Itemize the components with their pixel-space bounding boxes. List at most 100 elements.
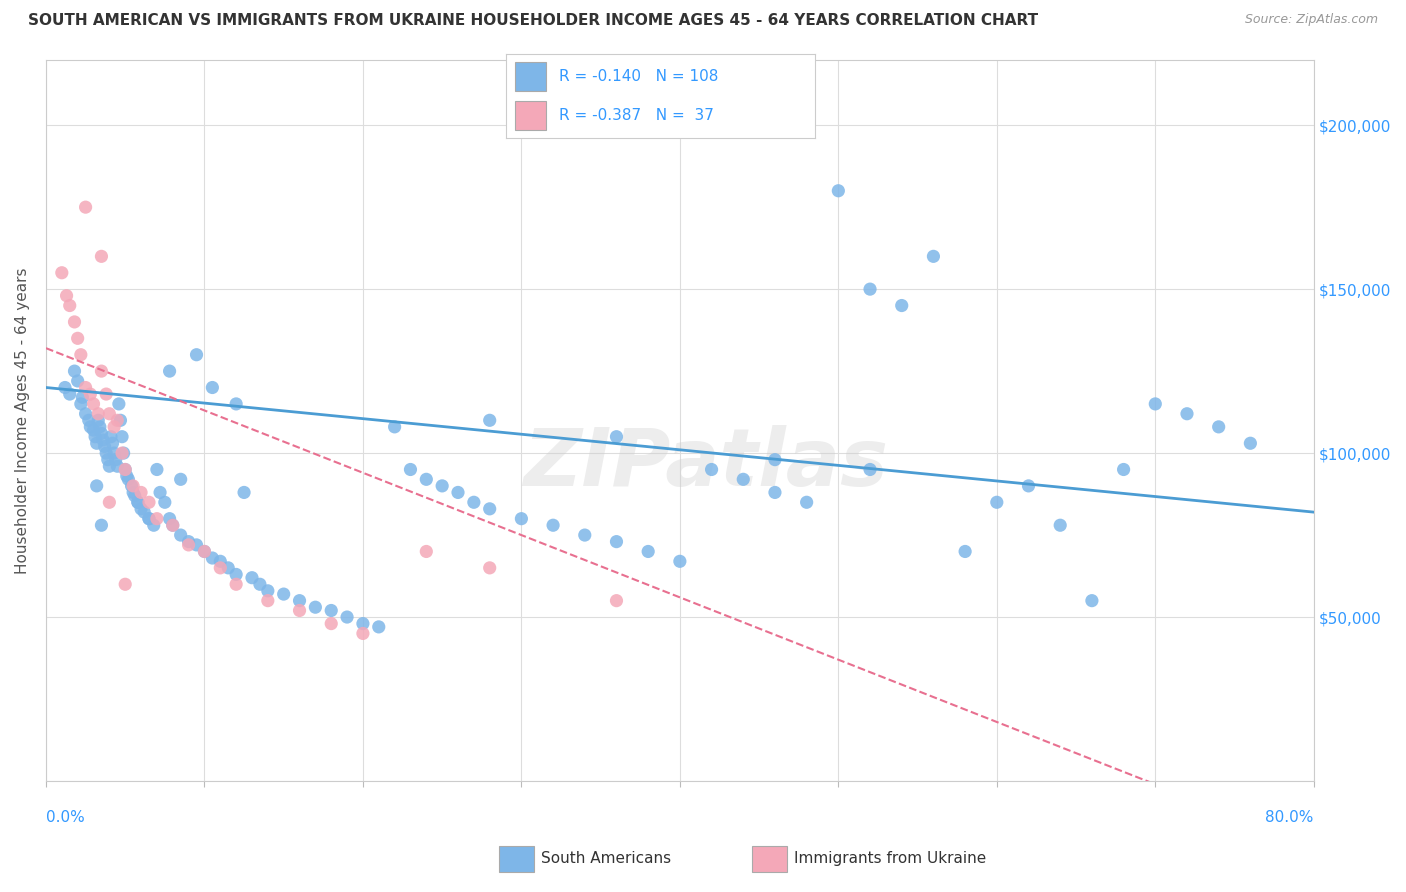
Point: [225, 567, 247, 582]
Point: [146, 462, 169, 476]
Point: [69, 397, 91, 411]
Point: [87, 407, 110, 421]
Point: [384, 420, 406, 434]
Point: [637, 544, 659, 558]
Point: [66, 331, 89, 345]
Point: [79, 420, 101, 434]
Point: [77, 413, 100, 427]
Point: [100, 430, 122, 444]
Point: [288, 603, 311, 617]
Point: [121, 479, 143, 493]
Point: [170, 528, 193, 542]
Point: [103, 446, 125, 460]
Point: [149, 485, 172, 500]
Point: [700, 462, 723, 476]
Point: [605, 430, 627, 444]
Point: [129, 485, 152, 500]
Point: [321, 616, 343, 631]
Point: [1144, 397, 1167, 411]
Point: [96, 387, 118, 401]
Point: [114, 462, 136, 476]
Point: [75, 200, 97, 214]
Point: [1081, 593, 1104, 607]
Point: [336, 610, 359, 624]
Point: [83, 423, 105, 437]
Point: [352, 616, 374, 631]
Point: [605, 534, 627, 549]
Point: [288, 593, 311, 607]
Point: [399, 462, 422, 476]
Point: [91, 433, 114, 447]
Point: [97, 452, 120, 467]
Point: [249, 577, 271, 591]
Point: [105, 413, 128, 427]
Point: [84, 430, 107, 444]
Point: [127, 495, 149, 509]
Point: [1208, 420, 1230, 434]
Point: [117, 472, 139, 486]
Point: [53, 380, 76, 394]
Point: [510, 511, 533, 525]
Point: [90, 364, 112, 378]
Point: [605, 593, 627, 607]
Point: [124, 489, 146, 503]
Point: [138, 495, 160, 509]
Point: [478, 501, 501, 516]
Point: [367, 620, 389, 634]
Point: [122, 485, 145, 500]
Point: [1175, 407, 1198, 421]
Point: [447, 485, 470, 500]
Point: [75, 407, 97, 421]
Point: [193, 544, 215, 558]
Point: [69, 348, 91, 362]
Point: [352, 626, 374, 640]
Point: [90, 249, 112, 263]
Point: [159, 511, 181, 525]
Point: [186, 538, 208, 552]
Point: [96, 446, 118, 460]
Point: [201, 551, 224, 566]
Point: [256, 593, 278, 607]
Point: [105, 459, 128, 474]
Point: [142, 518, 165, 533]
Point: [83, 397, 105, 411]
Point: [574, 528, 596, 542]
Point: [986, 495, 1008, 509]
Point: [86, 436, 108, 450]
Point: [733, 472, 755, 486]
Point: [112, 446, 135, 460]
Point: [79, 387, 101, 401]
Point: [162, 518, 184, 533]
Point: [478, 561, 501, 575]
Point: [1112, 462, 1135, 476]
Point: [90, 426, 112, 441]
Point: [153, 495, 176, 509]
Point: [186, 348, 208, 362]
Point: [256, 583, 278, 598]
Text: South Americans: South Americans: [541, 852, 672, 866]
Point: [217, 561, 239, 575]
Point: [233, 485, 256, 500]
Point: [478, 413, 501, 427]
Point: [127, 495, 149, 509]
Point: [86, 479, 108, 493]
Point: [225, 577, 247, 591]
Point: [59, 299, 82, 313]
Point: [240, 571, 263, 585]
Point: [129, 501, 152, 516]
Point: [55, 288, 77, 302]
FancyBboxPatch shape: [516, 101, 547, 130]
Point: [321, 603, 343, 617]
Point: [87, 413, 110, 427]
Point: [890, 299, 912, 313]
Point: [463, 495, 485, 509]
Point: [108, 397, 131, 411]
Point: [72, 390, 94, 404]
Point: [1018, 479, 1040, 493]
Point: [669, 554, 692, 568]
Point: [201, 380, 224, 394]
Text: R = -0.140   N = 108: R = -0.140 N = 108: [558, 69, 718, 84]
Point: [115, 469, 138, 483]
Text: Immigrants from Ukraine: Immigrants from Ukraine: [794, 852, 987, 866]
Point: [1049, 518, 1071, 533]
